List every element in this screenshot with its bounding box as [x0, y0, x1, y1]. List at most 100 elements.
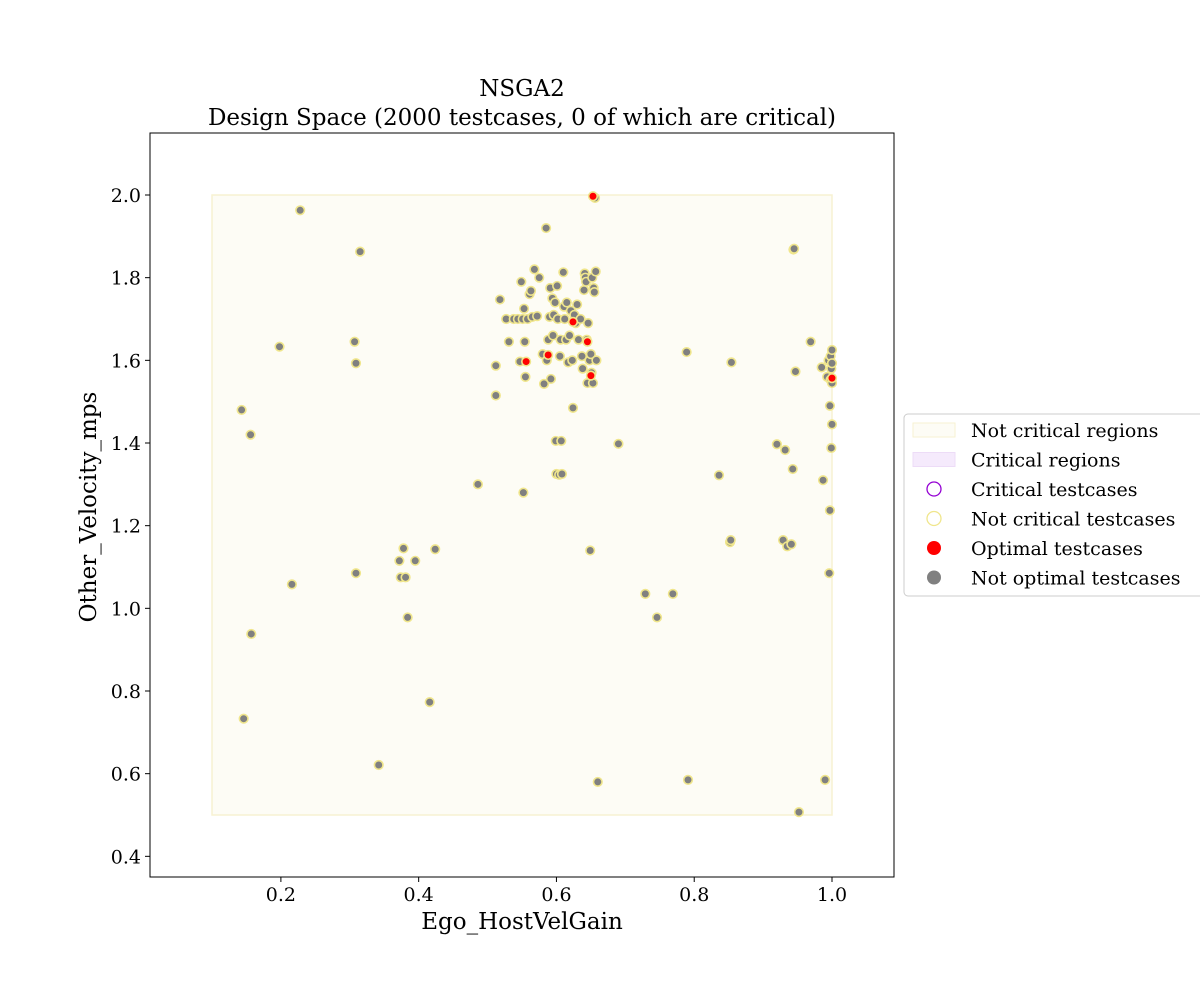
- not-optimal-point: [349, 336, 360, 347]
- y-tick-label: 1.4: [111, 433, 141, 455]
- x-tick-label: 0.2: [266, 884, 296, 906]
- not-critical-region: [211, 194, 833, 816]
- not-optimal-point: [490, 390, 501, 401]
- optimal-point: [585, 370, 596, 381]
- not-optimal-point: [826, 358, 838, 369]
- legend-label: Not optimal testcases: [971, 568, 1181, 590]
- not-optimal-point: [725, 535, 736, 546]
- optimal-point: [567, 316, 579, 327]
- not-optimal-point: [494, 294, 506, 305]
- x-axis-label: Ego_HostVelGain: [421, 909, 623, 935]
- not-optimal-point: [295, 205, 306, 216]
- optimal-point: [543, 349, 554, 361]
- legend-swatch-not-critical-region: [912, 422, 956, 438]
- legend-swatch-critical-region: [912, 452, 956, 467]
- not-optimal-point: [398, 543, 409, 554]
- optimal-point: [521, 356, 532, 367]
- not-optimal-point: [824, 400, 836, 411]
- not-optimal-point: [589, 287, 600, 298]
- legend: Not critical regions Critical regions Crit…: [903, 413, 1200, 597]
- not-optimal-point: [824, 505, 836, 516]
- not-optimal-point: [682, 774, 694, 785]
- not-optimal-point: [564, 330, 575, 341]
- legend-label: Optimal testcases: [971, 538, 1143, 560]
- not-optimal-point: [681, 346, 692, 358]
- not-optimal-point: [573, 334, 584, 345]
- not-optimal-point: [516, 276, 527, 287]
- legend-label: Not critical testcases: [971, 509, 1175, 531]
- not-optimal-point: [545, 373, 557, 385]
- not-optimal-point: [538, 378, 550, 389]
- not-optimal-point: [585, 349, 596, 360]
- y-tick-label: 1.6: [111, 350, 141, 372]
- not-optimal-point: [554, 351, 565, 362]
- legend-label: Not critical regions: [971, 420, 1158, 442]
- legend-label: Critical testcases: [971, 479, 1137, 501]
- y-axis-label: Other_Velocity_mps: [76, 392, 102, 623]
- not-optimal-point: [350, 358, 362, 369]
- y-tick-label: 1.8: [111, 268, 141, 290]
- x-tick-label: 0.4: [404, 884, 434, 906]
- not-optimal-point: [556, 468, 568, 480]
- not-optimal-point: [520, 371, 531, 382]
- not-optimal-point: [238, 713, 249, 724]
- x-tick-label: 0.8: [679, 884, 709, 906]
- not-optimal-point: [820, 774, 831, 785]
- y-tick-label: 1.0: [111, 598, 141, 620]
- y-tick-label: 1.2: [111, 516, 141, 538]
- not-optimal-point: [651, 612, 663, 623]
- not-optimal-point: [245, 429, 256, 440]
- not-optimal-point: [503, 336, 515, 347]
- not-optimal-point: [400, 572, 411, 583]
- legend-label: Critical regions: [971, 450, 1121, 472]
- not-optimal-point: [613, 438, 624, 449]
- not-optimal-point: [561, 297, 572, 308]
- chart-title: NSGA2: [479, 76, 565, 102]
- not-optimal-point: [558, 267, 569, 278]
- not-optimal-point: [472, 479, 484, 490]
- not-optimal-point: [355, 246, 366, 257]
- not-optimal-point: [552, 280, 563, 292]
- y-tick-label: 0.8: [111, 681, 141, 703]
- legend-box: [903, 413, 1200, 597]
- not-optimal-point: [726, 357, 737, 368]
- x-tick-label: 1.0: [817, 884, 847, 906]
- not-optimal-point: [286, 579, 298, 590]
- not-optimal-point: [816, 362, 827, 373]
- not-optimal-point: [805, 336, 816, 347]
- y-tick-label: 0.4: [111, 846, 141, 868]
- y-tick-label: 0.6: [111, 764, 141, 786]
- optimal-point: [826, 373, 838, 384]
- not-optimal-point: [373, 759, 384, 771]
- not-optimal-point: [518, 303, 530, 314]
- not-optimal-point: [771, 439, 782, 450]
- chart-subtitle: Design Space (2000 testcases, 0 of which…: [208, 105, 836, 131]
- not-optimal-point: [583, 318, 594, 329]
- legend-marker-optimal: [927, 541, 941, 555]
- optimal-point: [582, 336, 593, 347]
- not-optimal-point: [786, 539, 797, 550]
- not-optimal-point: [490, 360, 501, 371]
- not-optimal-point: [826, 344, 838, 356]
- not-optimal-point: [532, 311, 543, 322]
- not-optimal-point: [790, 366, 801, 377]
- not-optimal-point: [541, 222, 552, 234]
- not-optimal-point: [547, 330, 559, 341]
- not-optimal-point: [590, 266, 601, 277]
- not-optimal-point: [667, 588, 678, 599]
- not-optimal-point: [518, 487, 529, 498]
- not-optimal-point: [410, 555, 421, 566]
- not-optimal-point: [824, 568, 835, 579]
- not-optimal-point: [817, 475, 829, 486]
- not-optimal-point: [591, 355, 602, 366]
- not-optimal-point: [529, 264, 540, 275]
- axes-frame: [149, 132, 895, 878]
- not-optimal-point: [236, 404, 247, 416]
- not-optimal-point: [789, 243, 800, 254]
- not-optimal-point: [787, 463, 798, 475]
- not-optimal-point: [519, 336, 530, 347]
- not-optimal-point: [793, 807, 805, 818]
- not-optimal-point: [350, 568, 362, 579]
- not-optimal-point: [578, 284, 590, 296]
